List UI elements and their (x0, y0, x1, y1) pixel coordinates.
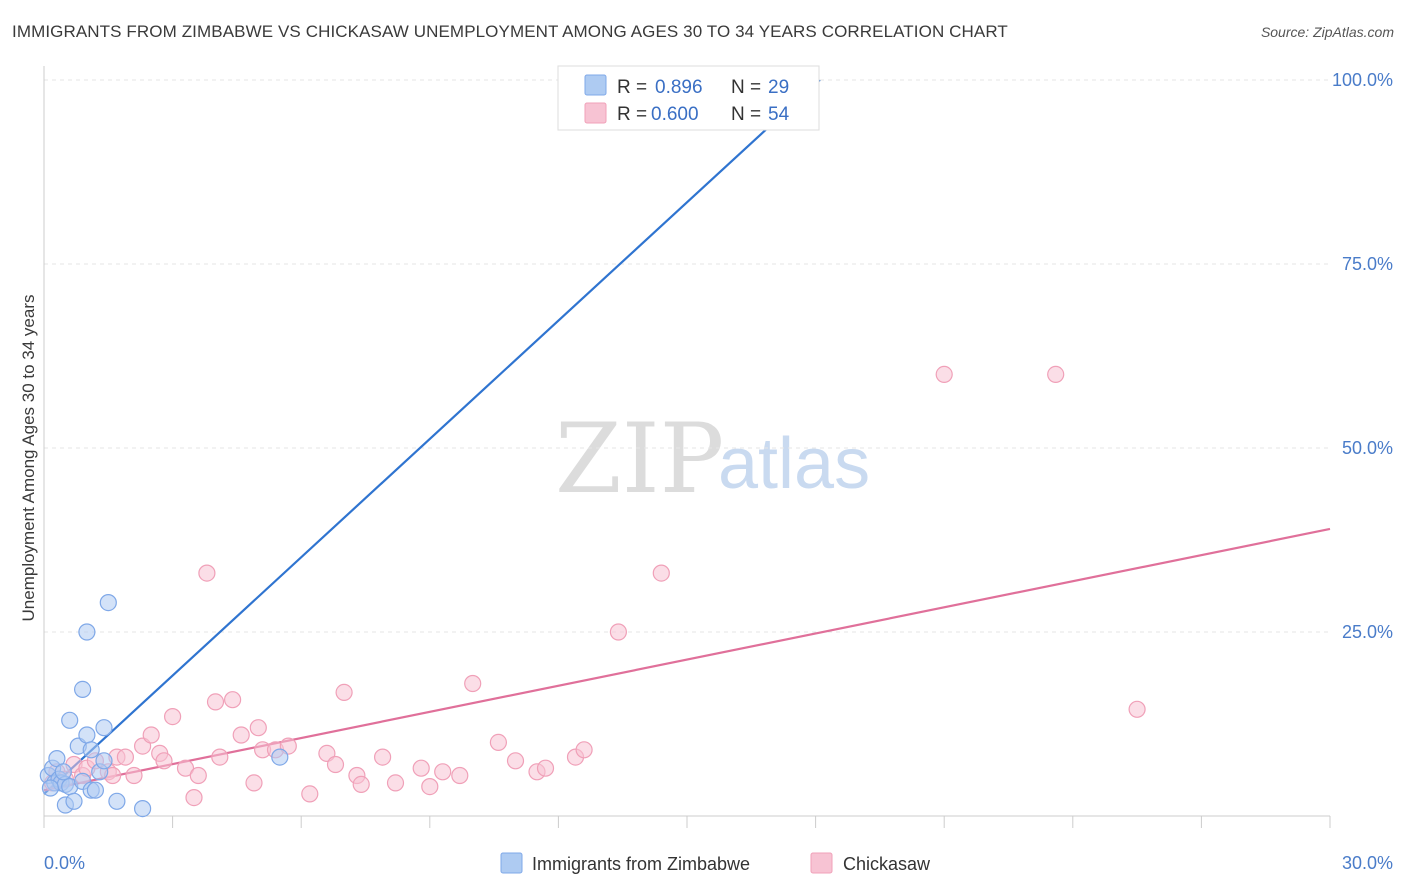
x-tick-label-1: 30.0% (1342, 853, 1393, 873)
y-tick-label-1: 50.0% (1342, 438, 1393, 458)
zimbabwe-point-22 (99, 593, 117, 612)
chickasaw-point-51 (1047, 365, 1065, 383)
source-label: Source: ZipAtlas.com (1260, 24, 1394, 40)
chickasaw-point-49 (652, 564, 670, 582)
chickasaw-point-42 (489, 733, 507, 752)
chickasaw-point-15 (155, 752, 173, 770)
y-axis-label: Unemployment Among Ages 30 to 34 years (19, 295, 38, 622)
zimbabwe-point-14 (78, 623, 96, 641)
chickasaw-point-18 (185, 788, 203, 807)
chickasaw-point-21 (206, 693, 225, 711)
chickasaw-point-39 (434, 763, 452, 781)
chickasaw-point-20 (198, 564, 216, 582)
chickasaw-point-24 (232, 726, 250, 744)
chickasaw-point-38 (421, 777, 439, 796)
x-tick-label-0: 0.0% (44, 853, 85, 873)
y-tick-label-3: 100.0% (1332, 70, 1393, 90)
chickasaw-point-37 (412, 759, 430, 777)
legend-r-label-1: R = (617, 77, 647, 98)
chickasaw-point-36 (386, 774, 405, 792)
chickasaw-point-43 (506, 752, 525, 770)
series-legend: Immigrants from Zimbabwe Chickasaw (500, 852, 931, 874)
legend-swatch-zimbabwe (584, 74, 607, 96)
zimbabwe-point-25 (271, 748, 289, 766)
x-tick-labels: 0.0% 30.0% (44, 853, 1393, 873)
legend-n-value-2: 54 (768, 104, 790, 125)
chickasaw-point-52 (1128, 700, 1146, 718)
zimbabwe-point-17 (82, 741, 100, 759)
legend-r-value-1: 0.896 (655, 77, 703, 98)
chickasaw-point-41 (464, 674, 482, 693)
chickasaw-point-29 (301, 785, 319, 803)
zimbabwe-point-18 (86, 781, 105, 799)
chickasaw-point-23 (224, 691, 242, 709)
legend-n-label-1: N = (731, 77, 761, 98)
chickasaw-point-22 (211, 748, 229, 766)
zimbabwe-point-12 (73, 680, 92, 699)
gridlines (44, 79, 1330, 633)
y-tick-label-0: 25.0% (1342, 622, 1393, 642)
chickasaw-point-48 (609, 623, 628, 641)
bottom-legend-swatch-zimbabwe (500, 852, 523, 874)
zimbabwe-point-20 (95, 752, 113, 770)
bottom-legend-label-zimbabwe: Immigrants from Zimbabwe (532, 854, 750, 874)
data-points (39, 71, 1146, 818)
chickasaw-point-40 (451, 766, 469, 785)
chickasaw-point-47 (575, 741, 593, 759)
chart-title: IMMIGRANTS FROM ZIMBABWE VS CHICKASAW UN… (12, 22, 1008, 41)
watermark-atlas: atlas (718, 424, 870, 504)
zimbabwe-point-24 (134, 799, 152, 818)
chickasaw-point-13 (142, 726, 160, 744)
chickasaw-point-19 (189, 766, 207, 785)
axes (43, 66, 1331, 828)
chickasaw-point-11 (125, 766, 143, 785)
zimbabwe-point-10 (65, 792, 83, 810)
legend-swatch-chickasaw (584, 102, 607, 124)
bottom-legend-swatch-chickasaw (810, 852, 833, 874)
zimbabwe-point-26 (41, 779, 60, 797)
zimbabwe-point-23 (108, 792, 126, 810)
y-tick-labels: 25.0% 50.0% 75.0% 100.0% (1332, 70, 1393, 642)
watermark-zip: ZIP (555, 403, 724, 515)
legend-r-value-2: 0.600 (651, 104, 699, 125)
chickasaw-point-25 (245, 774, 263, 792)
chickasaw-trend-line (43, 527, 1331, 792)
zimbabwe-point-27 (54, 763, 72, 781)
stats-legend: R = 0.896 N = 29 R = 0.600 N = 54 (557, 65, 820, 131)
zimbabwe-point-21 (95, 719, 113, 737)
chickasaw-point-45 (536, 759, 555, 777)
y-tick-label-2: 75.0% (1342, 254, 1393, 274)
chickasaw-point-53 (249, 719, 267, 737)
legend-n-label-2: N = (731, 104, 761, 125)
chickasaw-point-17 (176, 759, 195, 777)
chickasaw-point-35 (374, 748, 392, 766)
chickasaw-point-16 (164, 707, 182, 726)
legend-n-value-1: 29 (768, 77, 789, 98)
chickasaw-point-31 (326, 755, 345, 774)
chickasaw-point-10 (116, 748, 135, 766)
bottom-legend-label-chickasaw: Chickasaw (843, 854, 931, 874)
chickasaw-point-34 (352, 775, 370, 794)
zimbabwe-point-8 (61, 711, 79, 729)
zimbabwe-point-15 (78, 726, 96, 744)
chickasaw-point-32 (335, 683, 353, 702)
chickasaw-point-50 (935, 365, 953, 383)
legend-r-label-2: R = (617, 104, 647, 125)
zimbabwe-trend-line (43, 79, 821, 795)
